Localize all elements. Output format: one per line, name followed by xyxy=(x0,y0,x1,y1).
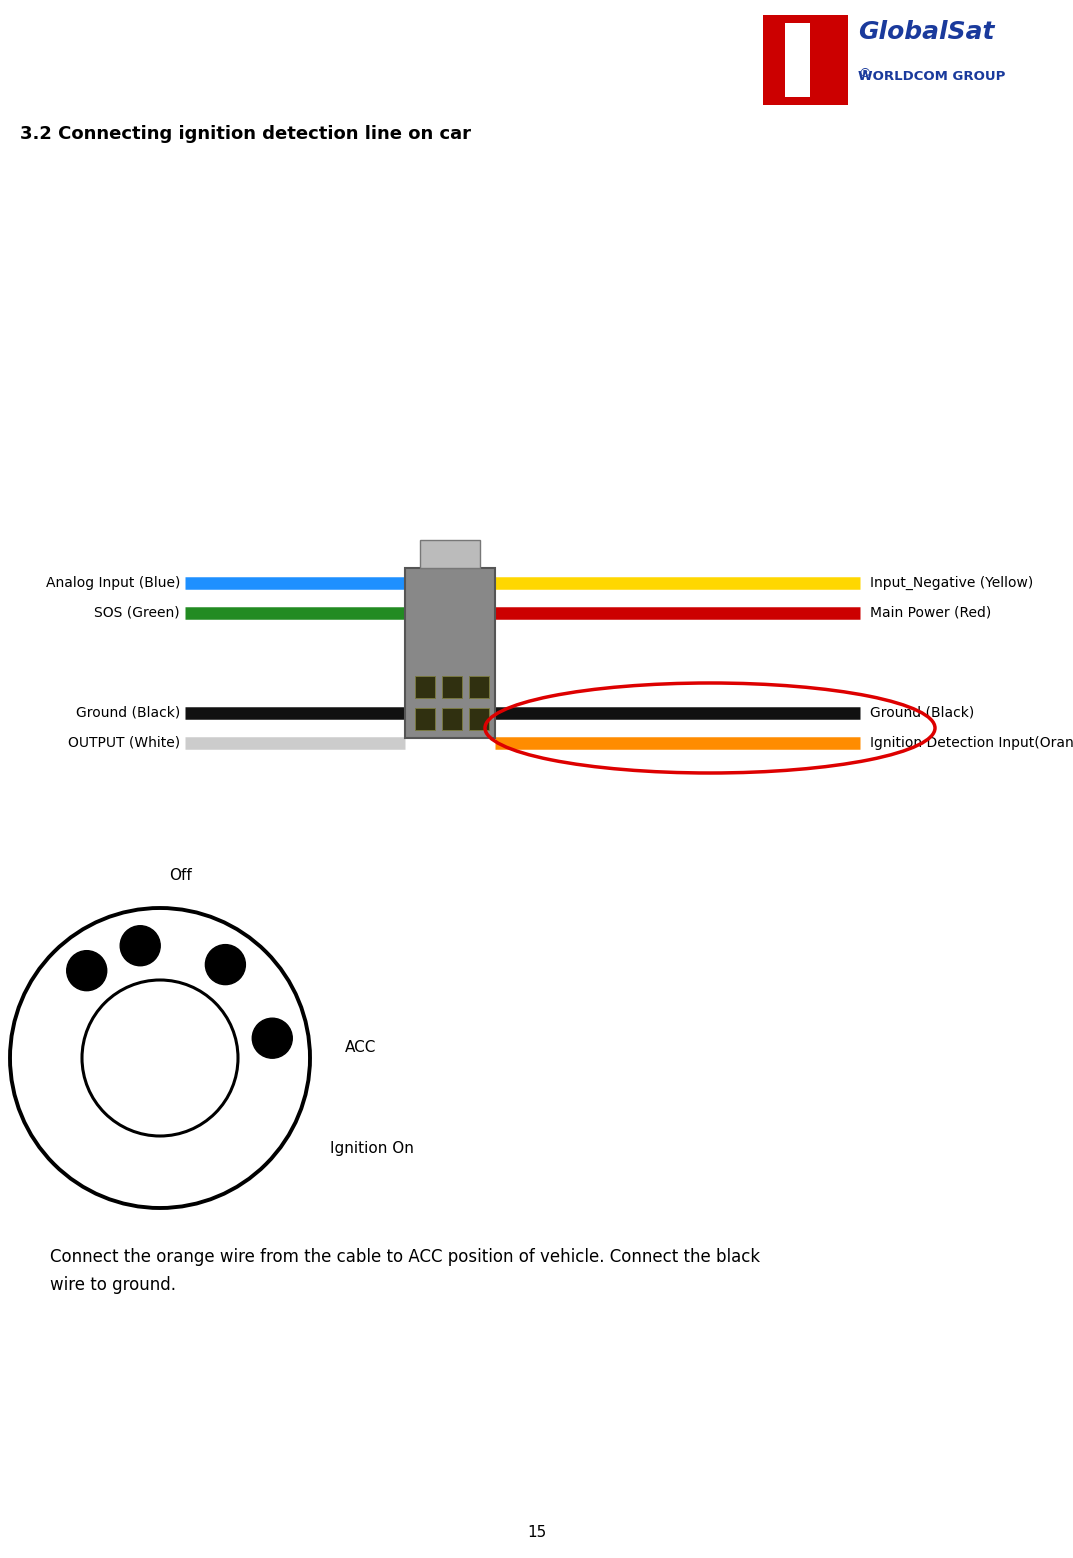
Circle shape xyxy=(252,1019,292,1058)
Circle shape xyxy=(82,980,238,1136)
Text: GlobalSat: GlobalSat xyxy=(858,20,995,44)
Text: ®: ® xyxy=(858,67,870,79)
Text: Main Power (Red): Main Power (Red) xyxy=(870,606,991,620)
Circle shape xyxy=(120,925,160,966)
Text: Connect the orange wire from the cable to ACC position of vehicle. Connect the b: Connect the orange wire from the cable t… xyxy=(50,1248,760,1293)
Bar xyxy=(763,16,848,104)
Text: SOS (Green): SOS (Green) xyxy=(94,606,180,620)
Text: Ground (Black): Ground (Black) xyxy=(76,706,180,720)
Bar xyxy=(415,707,435,731)
Text: Off: Off xyxy=(168,868,191,883)
Bar xyxy=(415,676,435,698)
Text: Input_Negative (Yellow): Input_Negative (Yellow) xyxy=(870,576,1033,590)
Text: Analog Input (Blue): Analog Input (Blue) xyxy=(46,576,180,590)
Bar xyxy=(442,676,462,698)
Bar xyxy=(469,707,489,731)
Text: OUTPUT (White): OUTPUT (White) xyxy=(68,735,180,749)
Circle shape xyxy=(205,944,246,985)
Text: Ground (Black): Ground (Black) xyxy=(870,706,974,720)
Bar xyxy=(442,707,462,731)
Bar xyxy=(785,23,810,97)
Circle shape xyxy=(67,950,106,991)
Text: 15: 15 xyxy=(527,1525,546,1539)
Bar xyxy=(405,569,495,738)
Text: 3.2 Connecting ignition detection line on car: 3.2 Connecting ignition detection line o… xyxy=(20,125,471,143)
Circle shape xyxy=(10,908,310,1207)
Bar xyxy=(469,676,489,698)
Text: Ignition Detection Input(Orange): Ignition Detection Input(Orange) xyxy=(870,735,1073,749)
Bar xyxy=(420,541,480,569)
Text: WORLDCOM GROUP: WORLDCOM GROUP xyxy=(858,70,1005,83)
Text: Ignition On: Ignition On xyxy=(330,1140,414,1156)
Text: ACC: ACC xyxy=(346,1041,377,1055)
